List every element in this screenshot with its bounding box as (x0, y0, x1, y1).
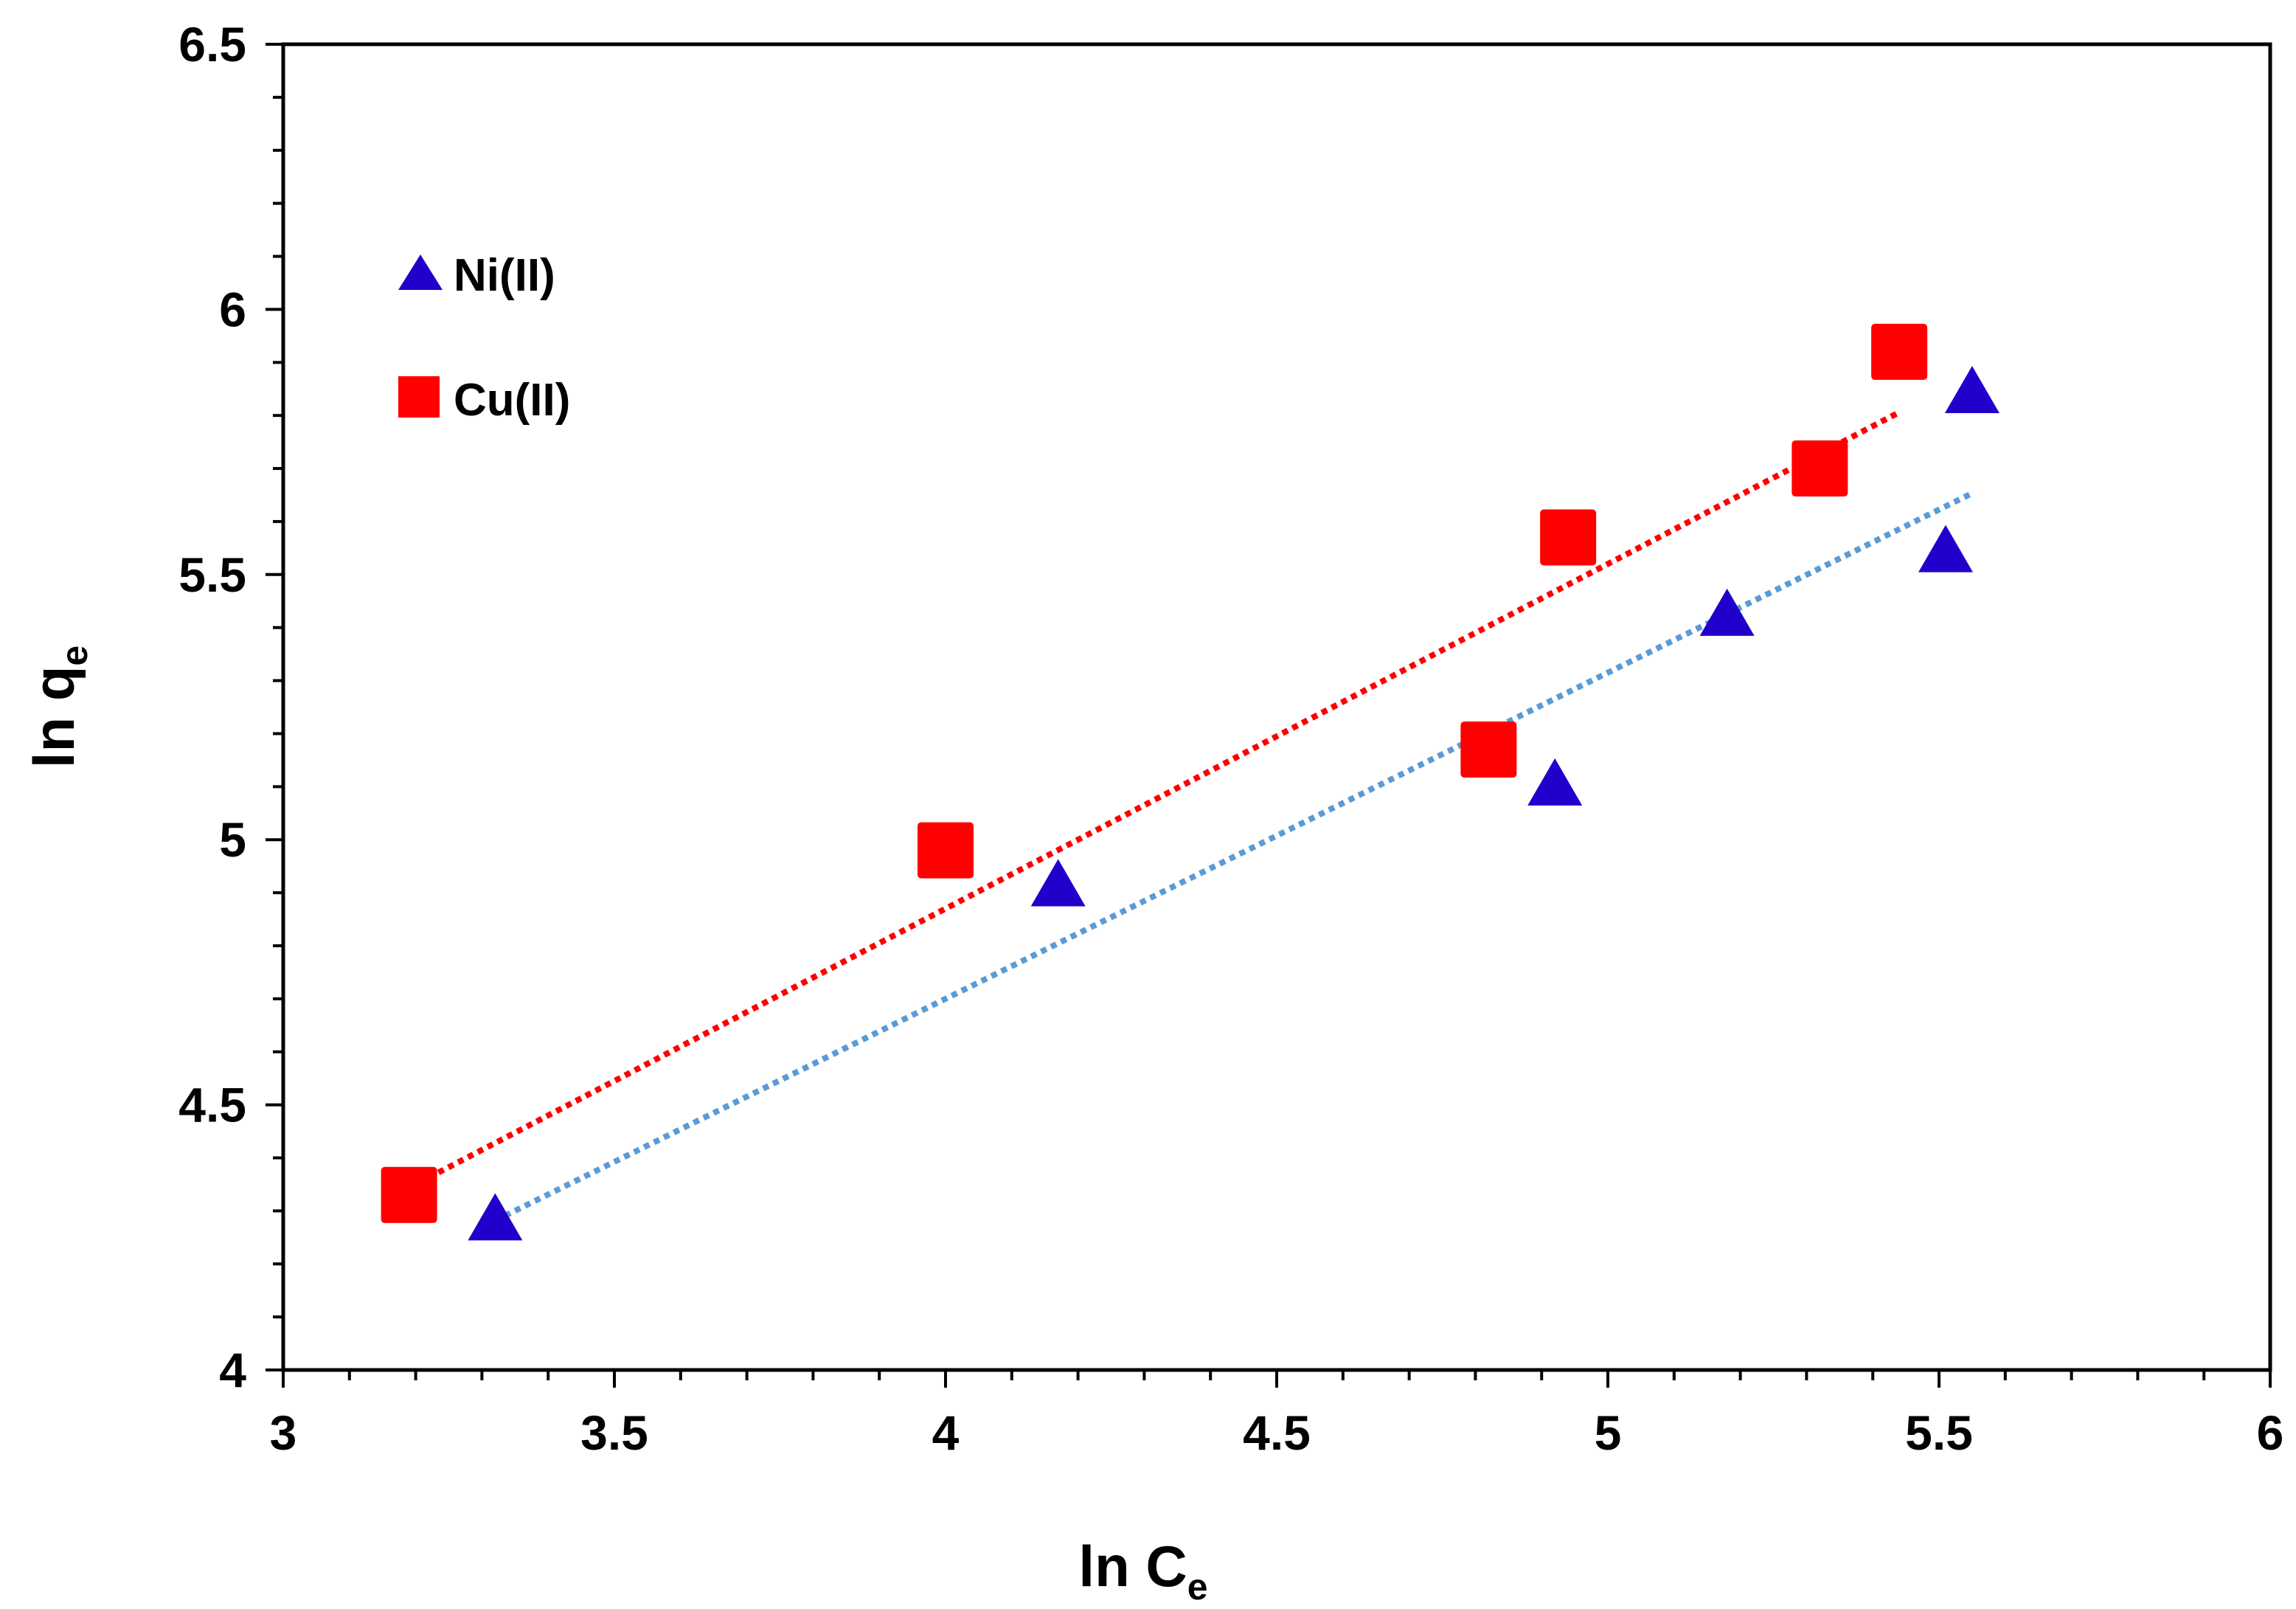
data-point-cu (1460, 722, 1517, 778)
legend: Ni(II) Cu(II) (398, 250, 570, 426)
plot-area-frame (281, 42, 2272, 1372)
data-point-ni (1944, 366, 2000, 414)
x-tick-label: 4 (932, 1405, 960, 1460)
data-point-cu (918, 822, 974, 879)
tick-labels: 3 3.5 4 4.5 5 5.5 6 4 4.5 5 5.5 6 6.5 (178, 17, 2283, 1460)
x-tick-label: 3.5 (580, 1405, 648, 1460)
data-point-ni (468, 1193, 523, 1241)
x-tick-label: 3 (270, 1405, 297, 1460)
data-point-ni (1527, 758, 1583, 806)
y-tick-label: 5.5 (178, 547, 246, 602)
legend-label-ni: Ni(II) (454, 250, 555, 301)
trendline-cu (407, 409, 1901, 1191)
y-tick-label: 5 (219, 812, 246, 867)
y-axis-title-main: ln q (21, 666, 86, 769)
x-tick-label: 5.5 (1905, 1405, 1973, 1460)
data-point-cu (1792, 440, 1848, 497)
x-axis-title-main: ln C (1078, 1534, 1187, 1599)
y-tick-label: 6 (219, 282, 246, 336)
data-points (381, 323, 2000, 1241)
legend-marker-ni-triangle-icon (398, 255, 443, 290)
y-axis-title: ln qe (21, 646, 95, 768)
legend-label-cu: Cu(II) (454, 375, 570, 426)
y-tick-label: 4 (219, 1343, 246, 1397)
data-point-ni (1030, 859, 1086, 907)
y-tick-label: 6.5 (178, 17, 246, 72)
x-tick-label: 5 (1595, 1405, 1622, 1460)
legend-marker-cu-square-icon (398, 376, 440, 418)
y-tick-label: 4.5 (178, 1078, 246, 1132)
data-point-cu (1871, 323, 1928, 380)
y-axis-title-subscript: e (54, 646, 95, 666)
x-tick-label: 6 (2257, 1405, 2284, 1460)
x-tick-label: 4.5 (1243, 1405, 1311, 1460)
data-point-ni (1699, 588, 1755, 636)
x-axis-title: ln Ce (1078, 1534, 1207, 1608)
data-point-cu (1540, 509, 1597, 566)
data-point-cu (381, 1166, 437, 1223)
x-axis-title-subscript: e (1187, 1566, 1208, 1608)
data-point-ni (1918, 525, 1973, 572)
